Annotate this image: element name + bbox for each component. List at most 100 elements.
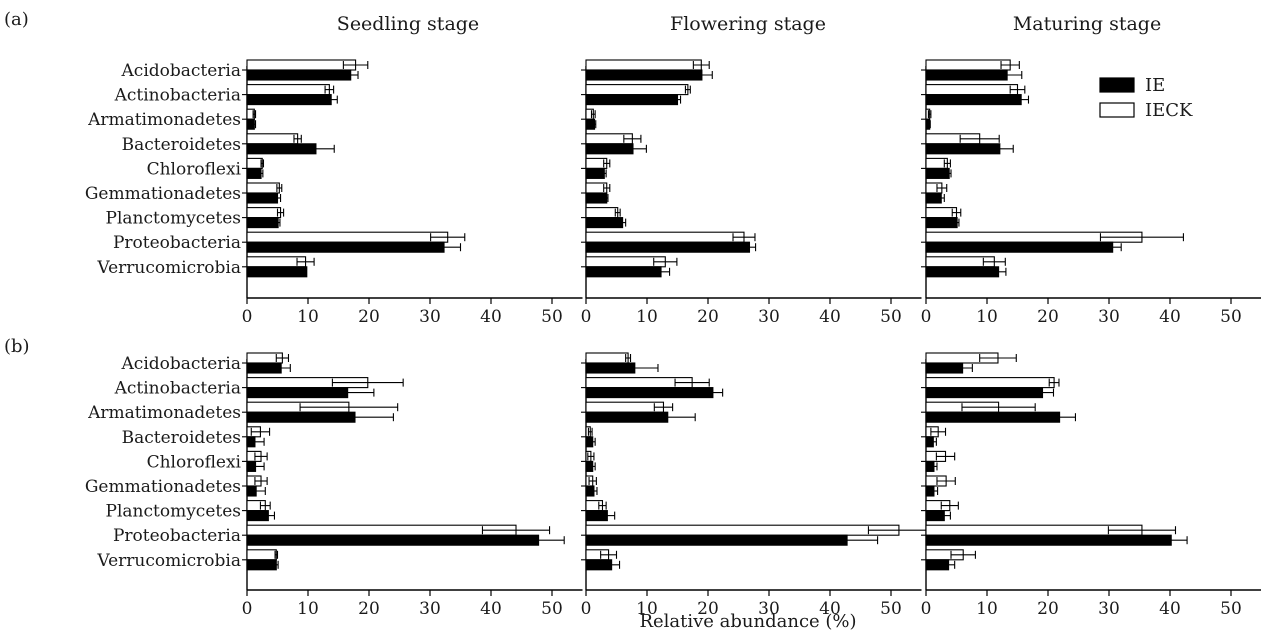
bar-ieck	[247, 60, 356, 70]
bar-ie	[926, 412, 1060, 422]
bar-ie	[926, 95, 1021, 105]
bar-ie	[926, 218, 957, 228]
bar-ie	[926, 267, 999, 277]
x-tick-label: 0	[242, 599, 253, 619]
x-tick-label: 0	[242, 307, 253, 327]
x-tick-label: 40	[480, 599, 502, 619]
bar-ie	[586, 95, 678, 105]
x-tick-label: 50	[1220, 307, 1242, 327]
bar-ieck	[586, 60, 701, 70]
x-tick-label: 50	[541, 307, 563, 327]
category-label: Armatimonadetes	[87, 403, 241, 423]
category-label: Chloroflexi	[147, 452, 242, 472]
bar-ieck	[247, 525, 516, 535]
x-tick-label: 20	[1037, 307, 1059, 327]
bar-ieck	[586, 353, 628, 363]
bar-ie	[586, 193, 607, 203]
x-tick-label: 0	[581, 599, 592, 619]
x-tick-label: 50	[880, 599, 902, 619]
panel-r1c3: 0 10 20 30 40 50	[921, 60, 1261, 327]
bar-ieck	[926, 60, 1010, 70]
bar-ieck	[247, 134, 298, 144]
bar-ieck	[247, 208, 281, 218]
panel-r2c1: 0 10 20 30 40 50 Acidobacteria Actinobacteria Ar…	[85, 353, 583, 619]
x-tick-label: 10	[297, 307, 319, 327]
panel-r2c2: 0 10 20 30 40 50	[581, 353, 930, 619]
bar-ie	[247, 95, 331, 105]
bar-ieck	[586, 85, 688, 95]
stage-title-flowering: Flowering stage	[670, 13, 826, 35]
bar-ie	[586, 535, 847, 545]
bar-ie	[247, 70, 351, 80]
bar-ie	[586, 267, 661, 277]
bar-ieck	[586, 402, 663, 412]
bar-ie	[247, 560, 276, 570]
category-label: Gemmationadetes	[85, 184, 241, 204]
category-label: Chloroflexi	[147, 159, 242, 179]
bar-ieck	[247, 158, 262, 168]
x-tick-label: 10	[976, 599, 998, 619]
x-tick-label: 40	[480, 307, 502, 327]
category-label: Planctomycetes	[106, 209, 241, 229]
bar-ie	[586, 242, 749, 252]
category-label: Acidobacteria	[121, 61, 241, 81]
bar-ie	[247, 535, 539, 545]
panel-r1c2: 0 10 20 30 40 50	[581, 60, 922, 327]
x-tick-label: 50	[880, 307, 902, 327]
x-tick-label: 30	[758, 599, 780, 619]
x-tick-label: 0	[921, 307, 932, 327]
category-label: Verrucomicrobia	[96, 258, 241, 278]
x-tick-label: 30	[1098, 599, 1120, 619]
bar-ie	[586, 218, 623, 228]
legend-swatch-ieck	[1100, 103, 1134, 117]
category-label: Armatimonadetes	[87, 110, 241, 130]
panel-label-a: (a)	[4, 9, 29, 30]
x-tick-label: 50	[1220, 599, 1242, 619]
x-tick-label: 30	[1098, 307, 1120, 327]
x-tick-label: 10	[297, 599, 319, 619]
bar-ieck	[586, 232, 744, 242]
legend: IE IECK	[1100, 75, 1193, 121]
x-tick-label: 30	[758, 307, 780, 327]
bar-ie	[926, 388, 1043, 398]
x-tick-label: 10	[976, 307, 998, 327]
bar-ie	[586, 388, 713, 398]
bar-ie	[247, 193, 278, 203]
category-label: Proteobacteria	[113, 233, 241, 253]
stage-title-seedling: Seedling stage	[337, 13, 479, 35]
bar-ieck	[926, 378, 1054, 388]
x-tick-label: 10	[636, 307, 658, 327]
category-label: Verrucomicrobia	[96, 551, 241, 571]
category-label: Actinobacteria	[114, 379, 241, 399]
bar-ieck	[586, 525, 899, 535]
x-tick-label: 20	[358, 599, 380, 619]
x-tick-label: 20	[697, 599, 719, 619]
panels: 0 10 20 30 40 50 Acidobacteria Actinobacteria Ar…	[85, 60, 1261, 619]
x-tick-label: 40	[1159, 307, 1181, 327]
stage-title-maturing: Maturing stage	[1013, 13, 1161, 35]
x-tick-label: 10	[636, 599, 658, 619]
x-tick-label: 0	[921, 599, 932, 619]
bar-ie	[247, 267, 307, 277]
bar-ie	[247, 242, 444, 252]
legend-label-ie: IE	[1145, 75, 1165, 96]
bar-ieck	[247, 550, 276, 560]
bar-ieck	[247, 85, 329, 95]
bar-ie	[586, 70, 702, 80]
category-label: Acidobacteria	[121, 354, 241, 374]
panel-r1c1: 0 10 20 30 40 50 Acidobacteria Actinobacteria Ar…	[85, 60, 583, 327]
category-label: Actinobacteria	[114, 86, 241, 106]
x-tick-label: 40	[819, 599, 841, 619]
legend-swatch-ie	[1100, 78, 1134, 92]
bar-ieck	[247, 183, 279, 193]
bar-ieck	[926, 85, 1018, 95]
legend-label-ieck: IECK	[1145, 100, 1193, 121]
bar-ieck	[247, 232, 448, 242]
x-tick-label: 30	[419, 307, 441, 327]
category-label: Bacteroidetes	[122, 135, 241, 155]
x-tick-label: 0	[581, 307, 592, 327]
x-tick-label: 40	[1159, 599, 1181, 619]
panel-label-b: (b)	[4, 336, 30, 357]
